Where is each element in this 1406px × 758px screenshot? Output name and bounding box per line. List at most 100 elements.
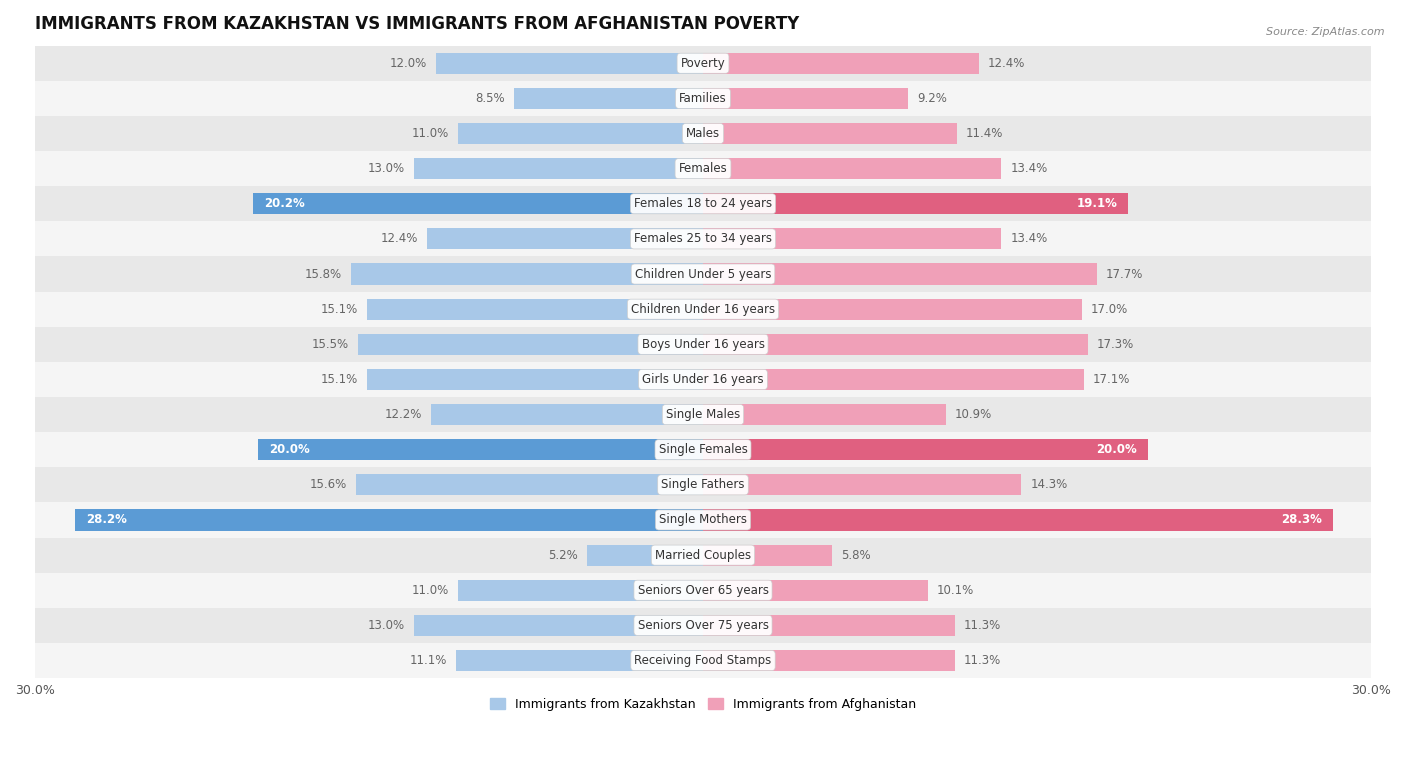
Text: 15.1%: 15.1%: [321, 302, 359, 315]
Bar: [367, 299, 703, 320]
Bar: [35, 221, 1371, 256]
Bar: [703, 615, 955, 636]
Bar: [35, 467, 1371, 503]
Bar: [413, 158, 703, 179]
Text: 5.2%: 5.2%: [548, 549, 578, 562]
Text: Families: Families: [679, 92, 727, 105]
Text: 13.0%: 13.0%: [367, 162, 405, 175]
Bar: [703, 264, 1097, 284]
Text: Females: Females: [679, 162, 727, 175]
Bar: [703, 580, 928, 601]
Bar: [588, 544, 703, 565]
Bar: [703, 158, 1001, 179]
Text: 17.7%: 17.7%: [1107, 268, 1143, 280]
Bar: [456, 650, 703, 671]
Text: 13.4%: 13.4%: [1011, 233, 1047, 246]
Bar: [35, 503, 1371, 537]
Text: Females 25 to 34 years: Females 25 to 34 years: [634, 233, 772, 246]
Bar: [436, 53, 703, 74]
Text: 13.0%: 13.0%: [367, 619, 405, 632]
Bar: [703, 53, 979, 74]
Bar: [703, 193, 1129, 215]
Bar: [703, 123, 957, 144]
Bar: [703, 299, 1081, 320]
Bar: [35, 608, 1371, 643]
Text: Single Females: Single Females: [658, 443, 748, 456]
Bar: [703, 88, 908, 109]
Text: 5.8%: 5.8%: [841, 549, 870, 562]
Text: 12.4%: 12.4%: [988, 57, 1025, 70]
Text: 10.9%: 10.9%: [955, 408, 991, 421]
Bar: [427, 228, 703, 249]
Bar: [257, 439, 703, 460]
Bar: [75, 509, 703, 531]
Bar: [432, 404, 703, 425]
Bar: [413, 615, 703, 636]
Text: 11.0%: 11.0%: [412, 584, 449, 597]
Bar: [352, 264, 703, 284]
Text: 28.3%: 28.3%: [1281, 513, 1322, 527]
Text: 11.3%: 11.3%: [963, 654, 1001, 667]
Text: Boys Under 16 years: Boys Under 16 years: [641, 338, 765, 351]
Text: Seniors Over 65 years: Seniors Over 65 years: [637, 584, 769, 597]
Text: 12.0%: 12.0%: [389, 57, 427, 70]
Text: 11.0%: 11.0%: [412, 127, 449, 140]
Bar: [35, 362, 1371, 397]
Bar: [703, 544, 832, 565]
Bar: [35, 573, 1371, 608]
Text: 8.5%: 8.5%: [475, 92, 505, 105]
Bar: [35, 81, 1371, 116]
Text: Source: ZipAtlas.com: Source: ZipAtlas.com: [1267, 27, 1385, 36]
Text: 20.2%: 20.2%: [264, 197, 305, 210]
Text: 20.0%: 20.0%: [1097, 443, 1137, 456]
Text: 11.3%: 11.3%: [963, 619, 1001, 632]
Text: 10.1%: 10.1%: [936, 584, 974, 597]
Text: Married Couples: Married Couples: [655, 549, 751, 562]
Bar: [253, 193, 703, 215]
Text: 13.4%: 13.4%: [1011, 162, 1047, 175]
Text: Children Under 5 years: Children Under 5 years: [634, 268, 772, 280]
Text: 17.3%: 17.3%: [1097, 338, 1135, 351]
Bar: [367, 369, 703, 390]
Bar: [703, 334, 1088, 355]
Bar: [703, 475, 1021, 496]
Bar: [513, 88, 703, 109]
Text: 19.1%: 19.1%: [1077, 197, 1118, 210]
Text: 14.3%: 14.3%: [1031, 478, 1067, 491]
Text: 15.5%: 15.5%: [312, 338, 349, 351]
Text: Receiving Food Stamps: Receiving Food Stamps: [634, 654, 772, 667]
Bar: [458, 580, 703, 601]
Text: 15.1%: 15.1%: [321, 373, 359, 386]
Text: 9.2%: 9.2%: [917, 92, 946, 105]
Text: 20.0%: 20.0%: [269, 443, 309, 456]
Text: 11.4%: 11.4%: [966, 127, 1002, 140]
Text: Single Fathers: Single Fathers: [661, 478, 745, 491]
Text: IMMIGRANTS FROM KAZAKHSTAN VS IMMIGRANTS FROM AFGHANISTAN POVERTY: IMMIGRANTS FROM KAZAKHSTAN VS IMMIGRANTS…: [35, 15, 799, 33]
Bar: [356, 475, 703, 496]
Text: Females 18 to 24 years: Females 18 to 24 years: [634, 197, 772, 210]
Text: 17.0%: 17.0%: [1091, 302, 1128, 315]
Bar: [35, 327, 1371, 362]
Text: 28.2%: 28.2%: [86, 513, 127, 527]
Bar: [35, 432, 1371, 467]
Bar: [359, 334, 703, 355]
Bar: [35, 256, 1371, 292]
Bar: [35, 186, 1371, 221]
Bar: [703, 228, 1001, 249]
Text: Males: Males: [686, 127, 720, 140]
Text: 12.4%: 12.4%: [381, 233, 418, 246]
Text: 12.2%: 12.2%: [385, 408, 422, 421]
Text: 15.6%: 15.6%: [309, 478, 347, 491]
Bar: [35, 537, 1371, 573]
Bar: [35, 45, 1371, 81]
Text: 17.1%: 17.1%: [1092, 373, 1130, 386]
Bar: [458, 123, 703, 144]
Bar: [703, 404, 946, 425]
Bar: [703, 439, 1149, 460]
Text: Girls Under 16 years: Girls Under 16 years: [643, 373, 763, 386]
Legend: Immigrants from Kazakhstan, Immigrants from Afghanistan: Immigrants from Kazakhstan, Immigrants f…: [485, 693, 921, 716]
Bar: [35, 116, 1371, 151]
Text: Single Mothers: Single Mothers: [659, 513, 747, 527]
Text: 15.8%: 15.8%: [305, 268, 342, 280]
Bar: [703, 369, 1084, 390]
